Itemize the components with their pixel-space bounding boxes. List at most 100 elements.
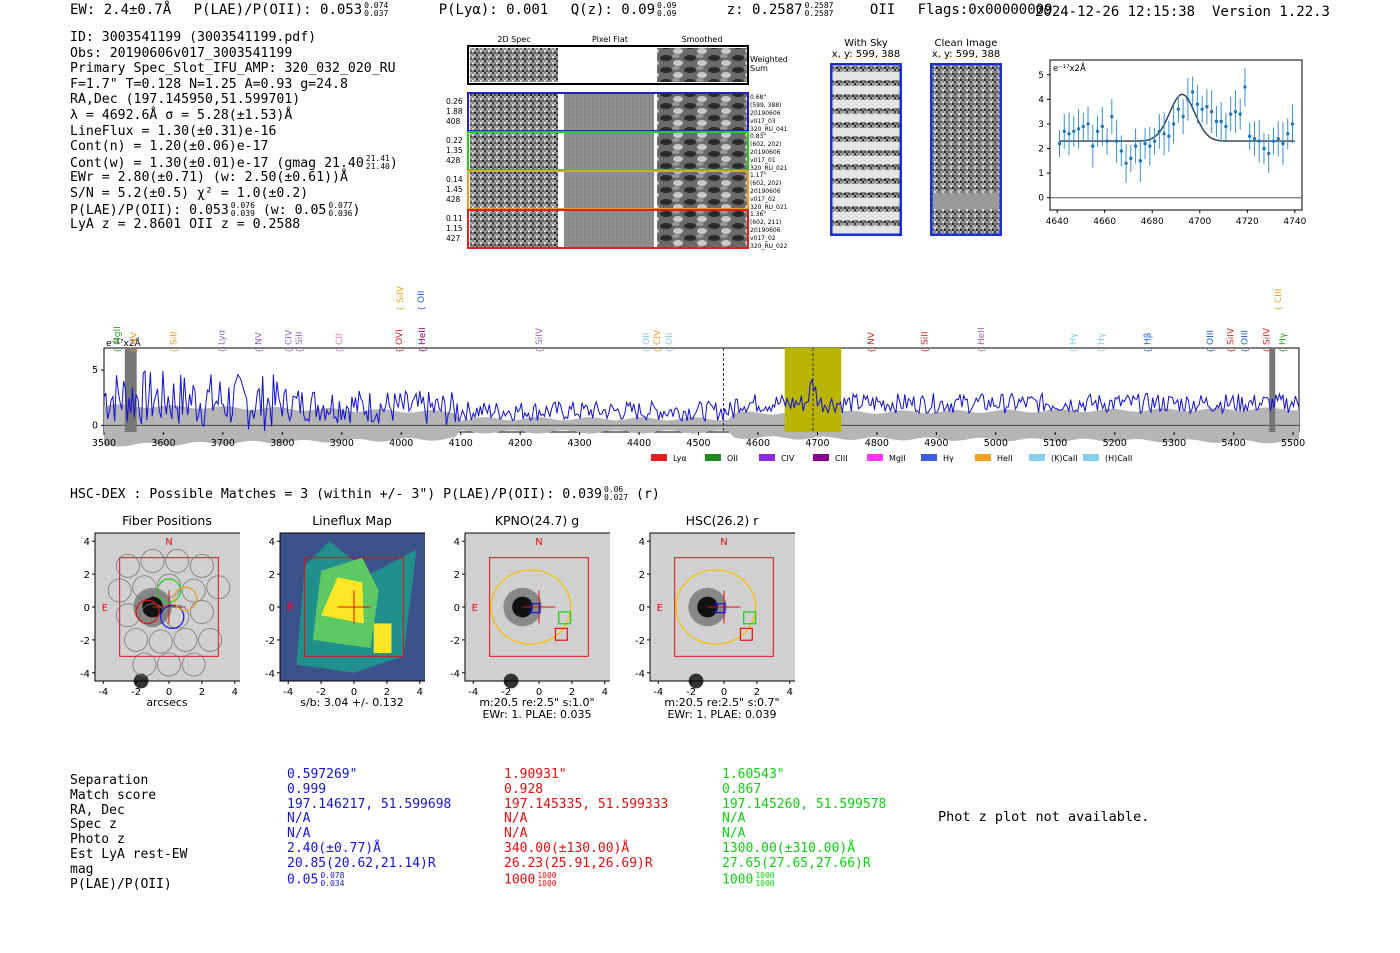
panel-xtick-label: 0 <box>536 687 542 698</box>
spectrum-xtick-label: 4500 <box>686 438 710 449</box>
z-value: z: 0.2587 0.2587 0.2587 OII <box>726 1 896 19</box>
panel-ytick-label: 2 <box>269 570 275 581</box>
zoom-data-point <box>1062 129 1066 134</box>
match-cell: 26.23(25.91,26.69)R <box>504 855 653 871</box>
cutout-grid: 2D Spec Pixel Flat Smoothed Weighted Sum… <box>446 35 788 250</box>
match-marker <box>554 627 568 641</box>
match-row-label: Spec z <box>70 817 117 833</box>
spectrum-line-brace: { <box>113 348 122 353</box>
panel-xtick-label: 4 <box>787 687 793 698</box>
panel-xtick-label: -4 <box>98 687 108 698</box>
match-cell: 1.90931" <box>504 767 567 782</box>
match-cell: 1000 1000 1000 <box>722 870 775 888</box>
version: Version 1.22.3 <box>1211 4 1330 20</box>
col-smooth-label: Smoothed <box>682 35 723 44</box>
cutout-info-line: v017_02 <box>750 196 776 203</box>
weighted-label: Weighted <box>750 55 788 64</box>
zoom-data-point <box>1091 144 1095 148</box>
cutout-info-line: 320_RU_021 <box>750 165 788 172</box>
panel-title: Lineflux Map <box>312 513 392 528</box>
zoom-data-point <box>1095 129 1100 134</box>
north-label: N <box>535 537 542 548</box>
match-cell: 0.928 <box>504 781 544 797</box>
spectrum-xtick-label: 4400 <box>627 438 651 449</box>
panel-xtick-label: 2 <box>569 687 575 698</box>
zoom-data-point <box>1247 134 1252 138</box>
info-contw: Cont(w) = 1.30(±0.01)e-17 (gmag 21.40 21.… <box>70 153 398 171</box>
spectrum-line-brace: { <box>1069 348 1078 353</box>
panel-xtick-label: 4 <box>602 687 608 698</box>
panel-xtick-label: 4 <box>417 687 423 698</box>
zoom-data-point <box>1114 139 1119 143</box>
legend-label: CIV <box>781 454 795 463</box>
search-box <box>489 557 589 657</box>
match-cell: N/A <box>504 826 528 842</box>
fiber-highlight <box>135 599 160 625</box>
panel-ytick-label: 0 <box>84 603 90 614</box>
match-cell: N/A <box>722 826 746 842</box>
spectrum-line-brace: { <box>1274 306 1283 311</box>
zoom-data-point <box>1252 136 1257 141</box>
panel-xtick-label: 2 <box>199 687 205 698</box>
zoom-data-point <box>1238 112 1242 116</box>
fiber-circle <box>165 604 190 629</box>
north-label: N <box>720 537 727 548</box>
cutout-value-b: 427 <box>446 234 461 243</box>
spectrum-line-brace: { <box>1206 348 1215 353</box>
east-label: E <box>472 603 478 614</box>
match-cell: 1.60543" <box>722 767 785 782</box>
cutout-value-a: 1.35 <box>446 146 463 155</box>
zoom-ytick-label: 4 <box>1038 95 1044 105</box>
clean-image <box>930 63 1002 236</box>
legend-swatch <box>1028 454 1045 461</box>
legend-label: CIII <box>835 454 848 463</box>
fiber-circle <box>165 549 190 573</box>
spectrum-line-label: SiII <box>295 331 305 345</box>
zoom-data-point <box>1072 129 1076 134</box>
panel-caption: EWr: 1. PLAE: 0.035 <box>482 708 592 721</box>
match-cell: N/A <box>722 811 746 827</box>
cutout-value-a: 1.45 <box>446 185 463 194</box>
spectrum-line-label: SiII <box>170 331 180 345</box>
ew-value: EW: 2.4±0.7Å <box>70 2 172 18</box>
lineflux-peak <box>321 577 364 624</box>
panel-ytick-label: -2 <box>635 636 645 647</box>
spectrum-xtick-label: 5000 <box>984 438 1008 449</box>
detection-info: ID: 3003541199 (3003541199.pdf) Obs: 201… <box>70 30 398 233</box>
match-cell: 0.999 <box>287 781 327 797</box>
match-row-label: Est LyA rest-EW <box>70 846 188 862</box>
spectrum-line-brace: { <box>396 306 405 311</box>
with-sky-image <box>830 63 902 236</box>
panel-ytick-label: 4 <box>269 537 275 548</box>
spectrum-masked-band <box>124 348 137 432</box>
match-cell: 197.146217, 51.599698 <box>287 796 452 812</box>
spectrum-line-brace: { <box>977 348 986 353</box>
match-cell: 1300.00(±310.00)Å <box>722 840 856 856</box>
match-row-label: Photo z <box>70 832 125 848</box>
fiber-highlight <box>160 604 185 630</box>
cutout-weight: 0.14 <box>446 175 463 184</box>
match-row-label: P(LAE)/P(OII) <box>70 876 172 892</box>
zoom-xtick-label: 4640 <box>1046 217 1069 227</box>
cutout-info-line: (602, 202) <box>750 180 781 187</box>
cutout-2d-spec <box>470 94 558 130</box>
fiber-circle <box>173 627 198 652</box>
fiber-circle <box>140 549 165 573</box>
info-plae: P(LAE)/P(OII): 0.053 0.076 0.039 (w: 0.05 0… <box>70 200 361 218</box>
match-column: 1.90931" 0.928 197.145335, 51.599333 N/A N/A… <box>504 767 668 887</box>
aperture-ellipse <box>675 569 757 645</box>
cutout-info-line: 20190606 <box>750 149 781 156</box>
spectrum-line-brace: { <box>170 348 179 353</box>
panel-xtick-label: -4 <box>653 687 663 698</box>
zoom-data-point <box>1157 129 1162 134</box>
hsc-dex-title: HSC-DEX : Possible Matches = 3 (within +… <box>70 485 660 503</box>
zoom-data-point <box>1195 102 1200 106</box>
zoom-data-point <box>1224 124 1228 129</box>
panel-ytick-label: -4 <box>450 669 460 680</box>
info-id: ID: 3003541199 (3003541199.pdf) <box>70 30 317 45</box>
match-column: 0.597269" 0.999 197.146217, 51.599698 N/A N/… <box>287 767 452 887</box>
spectrum-line-brace: { <box>335 348 344 353</box>
cutout-value-a: 1.88 <box>446 107 463 116</box>
panel-ytick-label: -2 <box>450 636 460 647</box>
fiber-circle <box>189 599 214 624</box>
